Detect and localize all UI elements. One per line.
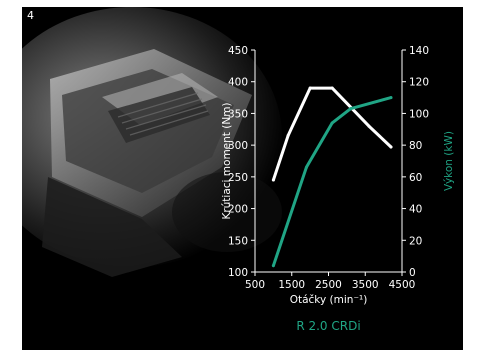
power-series-point [330, 121, 334, 125]
y-left-tick-label: 150 [228, 235, 248, 247]
y-right-tick-label: 40 [409, 204, 422, 216]
power-series-point [271, 264, 275, 268]
y-right-tick-label: 60 [409, 172, 422, 184]
chart-caption: R 2.0 CRDi [296, 319, 360, 333]
y-left-tick-label: 100 [228, 267, 248, 279]
x-axis-label: Otáčky (min⁻¹) [290, 294, 368, 306]
x-tick-label: 2500 [315, 279, 342, 291]
power-torque-chart: 4 10015020025030035040045002040608010012… [22, 7, 455, 333]
x-tick-label: 500 [245, 279, 265, 291]
y-right-tick-label: 140 [409, 45, 429, 57]
y-left-tick-label: 300 [228, 140, 248, 152]
series-layer [271, 86, 393, 268]
y-left-tick-label: 250 [228, 172, 248, 184]
y-left-tick-label: 200 [228, 204, 248, 216]
y-right-tick-label: 80 [409, 140, 422, 152]
torque-series-point [367, 124, 371, 128]
torque-series-point [308, 86, 312, 90]
y-right-tick-label: 100 [409, 108, 429, 120]
y-right-tick-label: 0 [409, 267, 416, 279]
torque-series-line [271, 86, 393, 182]
y-left-tick-label: 350 [228, 108, 248, 120]
y-right-tick-label: 120 [409, 77, 429, 89]
power-series-point [389, 96, 393, 100]
torque-series-point [271, 178, 275, 182]
y-left-tick-label: 450 [228, 45, 248, 57]
y-right-tick-label: 20 [409, 235, 422, 247]
torque-series-point [389, 145, 393, 149]
torque-series-point [330, 86, 334, 90]
y-axis-left-label: Krútiaci moment (Nm) [221, 102, 233, 219]
figure-number: 4 [27, 9, 34, 22]
y-left-tick-label: 400 [228, 77, 248, 89]
x-tick-label: 3500 [352, 279, 379, 291]
x-tick-label: 4500 [389, 279, 416, 291]
power-series-point [349, 107, 353, 111]
chart-panel: 4 100 150 200 250 300 350 400 450 0 20 40 60 80 100 12… [22, 7, 463, 350]
y-axis-right-label: Výkon (kW) [443, 131, 455, 191]
axes: 1001502002503003504004500204060801001201… [228, 45, 429, 291]
torque-series-point [286, 134, 290, 138]
x-tick-label: 1500 [278, 279, 305, 291]
power-series-point [304, 165, 308, 169]
